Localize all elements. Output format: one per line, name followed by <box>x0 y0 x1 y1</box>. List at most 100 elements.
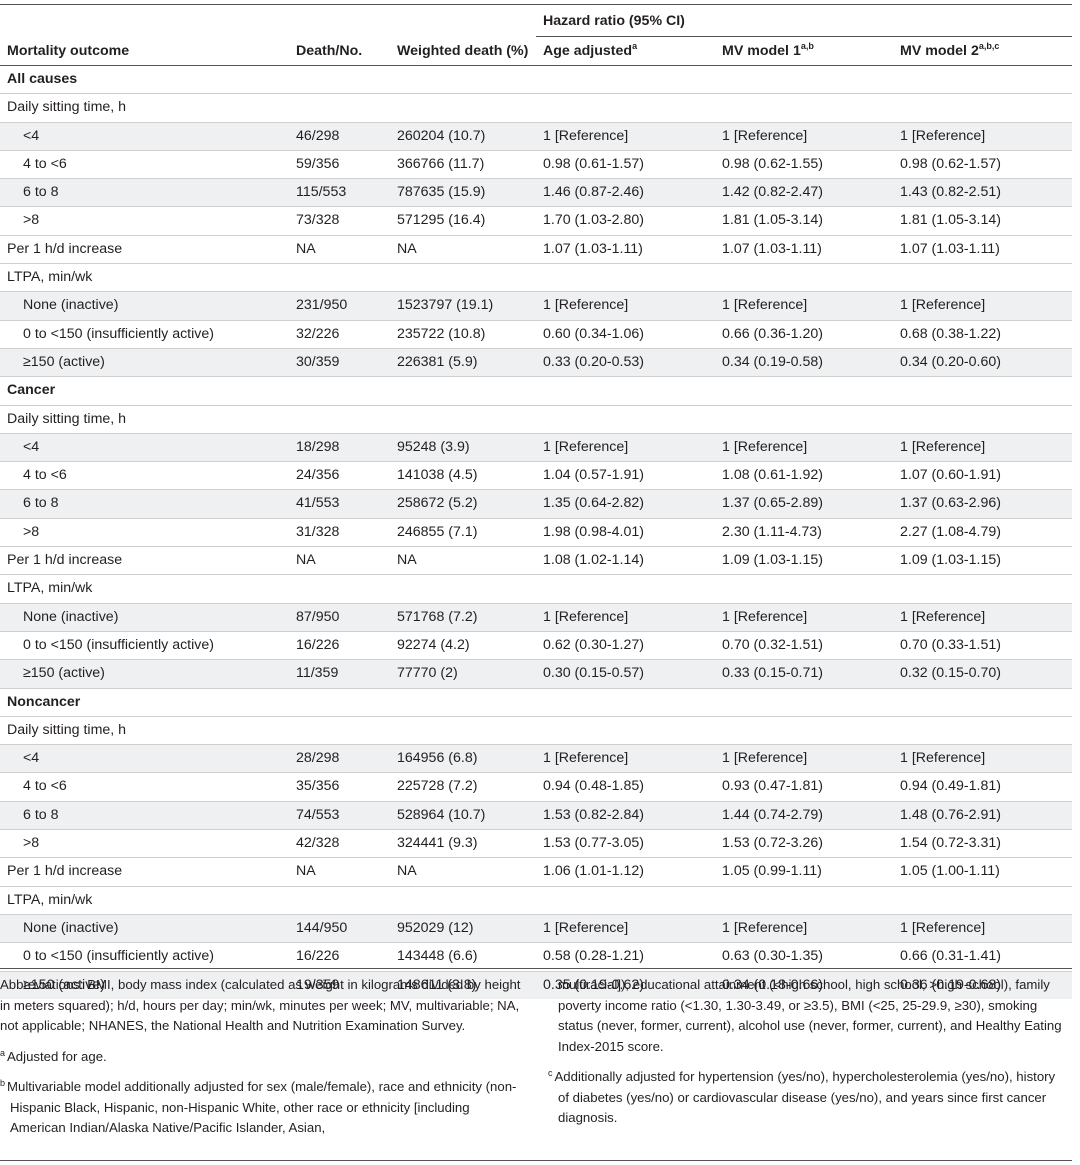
mv-model-2-hr: 1.37 (0.63-2.96) <box>893 489 1072 519</box>
mv-model-1-hr: 0.34 (0.19-0.58) <box>715 347 893 377</box>
table-row: 0 to <150 (insufficiently active) 16/226 9… <box>0 630 1072 660</box>
mv-model-2-hr: 0.68 (0.38-1.22) <box>893 319 1072 349</box>
section-title-row: Cancer <box>0 376 1072 406</box>
mv-model-2-header: MV model 2a,b,c <box>900 41 1000 60</box>
weighted-death: 571295 (16.4) <box>390 206 536 236</box>
ltpa-group-row-label: LTPA, min/wk <box>0 885 1072 915</box>
table-top-rule <box>0 4 1072 5</box>
age-adjusted-hr: 1 [Reference] <box>536 744 715 773</box>
ltpa-group-row: LTPA, min/wk <box>0 885 1072 915</box>
age-adjusted-hr: 0.35 (0.19-0.62) <box>536 970 715 999</box>
mv-model-2-hr: 1.43 (0.82-2.51) <box>893 178 1072 207</box>
per-hour-increase-row: Per 1 h/d increase NA NA 1.07 (1.03-1.11) 1.… <box>0 234 1072 264</box>
death-count: 18/298 <box>289 432 390 462</box>
mv-model-1-hr: 1.07 (1.03-1.11) <box>715 234 893 264</box>
sitting-time-group-row-label: Daily sitting time, h <box>0 93 1072 123</box>
mv-model-2-hr: 1.48 (0.76-2.91) <box>893 800 1072 830</box>
mv-model-2-hr: 1.54 (0.72-3.31) <box>893 829 1072 858</box>
row-label: <4 <box>0 744 289 773</box>
age-adjusted-hr: 1 [Reference] <box>536 121 715 151</box>
per-hour-increase-row: Per 1 h/d increase NA NA 1.08 (1.02-1.14) 1.… <box>0 546 1072 575</box>
death-count: 74/553 <box>289 800 390 830</box>
death-count: 11/359 <box>289 659 390 689</box>
mv-model-1-hr: 0.98 (0.62-1.55) <box>715 149 893 179</box>
row-label: Per 1 h/d increase <box>0 234 289 264</box>
row-label: None (inactive) <box>0 602 289 632</box>
table-row: ≥150 (active) 30/359 226381 (5.9) 0.33 (0.2… <box>0 347 1072 377</box>
mv-model-1-hr: 1 [Reference] <box>715 291 893 321</box>
age-adjusted-hr: 1.04 (0.57-1.91) <box>536 461 715 490</box>
footnote-b-continued: multiracial]), educational attainment (<… <box>558 977 1062 1054</box>
age-adjusted-hr: 0.60 (0.34-1.06) <box>536 319 715 349</box>
weighted-death: 324441 (9.3) <box>390 829 536 858</box>
row-label: 0 to <150 (insufficiently active) <box>0 630 289 660</box>
table-row: ≥150 (active) 19/359 148611 (3.8) 0.35 (0.1… <box>0 970 1072 999</box>
mv-model-2-hr: 1 [Reference] <box>893 602 1072 632</box>
death-count: 144/950 <box>289 913 390 943</box>
age-adjusted-hr: 1.53 (0.77-3.05) <box>536 829 715 858</box>
mv-model-2-hr: 1.81 (1.05-3.14) <box>893 206 1072 236</box>
death-count: 59/356 <box>289 149 390 179</box>
death-count: 42/328 <box>289 829 390 858</box>
death-count: NA <box>289 857 390 887</box>
table-row: <4 46/298 260204 (10.7) 1 [Reference] 1 [Ref… <box>0 121 1072 151</box>
weighted-death: 95248 (3.9) <box>390 432 536 462</box>
footnote-c: c Additionally adjusted for hypertension … <box>548 1068 1056 1125</box>
death-count: 41/553 <box>289 489 390 519</box>
table-row: >8 73/328 571295 (16.4) 1.70 (1.03-2.80) 1.8… <box>0 206 1072 236</box>
abbreviations-note: Abbreviations: BMI, body mass index (cal… <box>0 977 521 1033</box>
row-label: <4 <box>0 432 289 462</box>
table-row: 0 to <150 (insufficiently active) 16/226 1… <box>0 942 1072 971</box>
weighted-death: 258672 (5.2) <box>390 489 536 519</box>
table-row: None (inactive) 231/950 1523797 (19.1) 1 [R… <box>0 291 1072 321</box>
row-label: ≥150 (active) <box>0 970 289 999</box>
weighted-death: 952029 (12) <box>390 913 536 943</box>
footnote-b: b Multivariable model additionally adjust… <box>0 1078 517 1135</box>
mv-model-2-hr: 1 [Reference] <box>893 913 1072 943</box>
section-title-row: Noncancer <box>0 687 1072 717</box>
weighted-death: 571768 (7.2) <box>390 602 536 632</box>
weighted-death-header: Weighted death (%) <box>397 42 529 59</box>
age-adjusted-hr: 0.30 (0.15-0.57) <box>536 659 715 689</box>
mv-model-1-hr: 0.34 (0.18-0.66) <box>715 970 893 999</box>
row-label: 4 to <6 <box>0 149 289 179</box>
row-label: None (inactive) <box>0 291 289 321</box>
table-row: None (inactive) 144/950 952029 (12) 1 [Refe… <box>0 913 1072 943</box>
table-row: >8 31/328 246855 (7.1) 1.98 (0.98-4.01) 2.30… <box>0 517 1072 547</box>
row-label: 4 to <6 <box>0 772 289 802</box>
hazard-ratio-header: Hazard ratio (95% CI) <box>536 6 1072 37</box>
mv-model-1-header: MV model 1a,b <box>722 41 814 60</box>
death-count: NA <box>289 546 390 575</box>
ltpa-group-row: LTPA, min/wk <box>0 574 1072 604</box>
death-count: 73/328 <box>289 206 390 236</box>
death-count: 87/950 <box>289 602 390 632</box>
mv-model-2-hr: 0.34 (0.20-0.60) <box>893 347 1072 377</box>
section-title-row-label: All causes <box>0 64 1072 94</box>
notes-right-column: multiracial]), educational attainment (<… <box>548 975 1068 1135</box>
mv-model-2-hr: 0.98 (0.62-1.57) <box>893 149 1072 179</box>
hazard-ratio-table: Hazard ratio (95% CI) Mortality outcome … <box>0 6 1072 999</box>
weighted-death: 92274 (4.2) <box>390 630 536 660</box>
death-count: 24/356 <box>289 461 390 490</box>
age-adjusted-hr: 1.35 (0.64-2.82) <box>536 489 715 519</box>
row-label: <4 <box>0 121 289 151</box>
mv-model-1-hr: 1 [Reference] <box>715 602 893 632</box>
mv-model-1-hr: 0.63 (0.30-1.35) <box>715 942 893 971</box>
mv-model-1-hr: 1 [Reference] <box>715 432 893 462</box>
weighted-death: 143448 (6.6) <box>390 942 536 971</box>
weighted-death: NA <box>390 234 536 264</box>
section-title-row-label: Cancer <box>0 376 1072 406</box>
row-label: Per 1 h/d increase <box>0 546 289 575</box>
ltpa-group-row: LTPA, min/wk <box>0 263 1072 292</box>
weighted-death: 77770 (2) <box>390 659 536 689</box>
table-row: 6 to 8 41/553 258672 (5.2) 1.35 (0.64-2.82)… <box>0 489 1072 519</box>
mv-model-1-hr: 1 [Reference] <box>715 744 893 773</box>
mv-model-1-hr: 0.33 (0.15-0.71) <box>715 659 893 689</box>
age-adjusted-hr: 1.70 (1.03-2.80) <box>536 206 715 236</box>
weighted-death: 366766 (11.7) <box>390 149 536 179</box>
table-body: All causes Daily sitting time, h <4 46/298 2… <box>0 64 1072 999</box>
age-adjusted-hr: 1.07 (1.03-1.11) <box>536 234 715 264</box>
mv-model-2-hr: 1 [Reference] <box>893 744 1072 773</box>
age-adjusted-hr: 0.33 (0.20-0.53) <box>536 347 715 377</box>
mv-model-2-hr: 1 [Reference] <box>893 121 1072 151</box>
